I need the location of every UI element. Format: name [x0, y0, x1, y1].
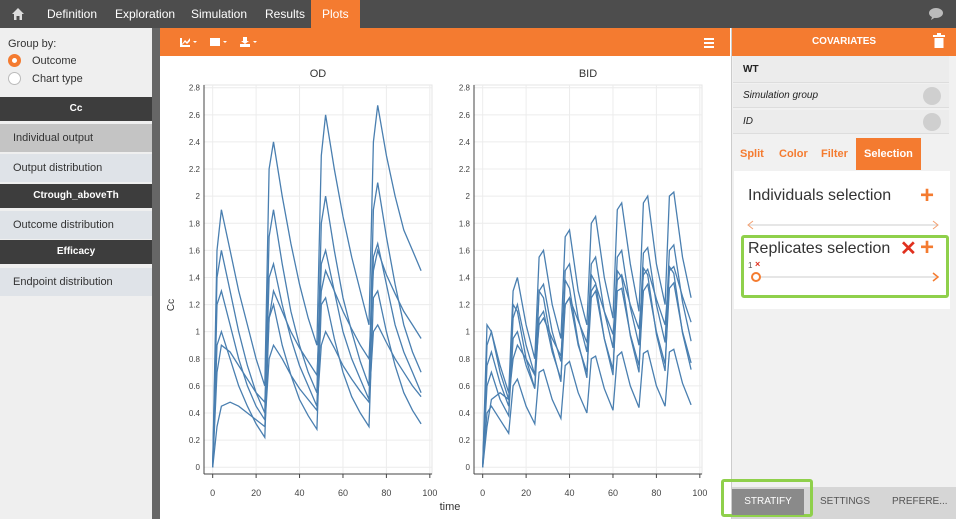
y-tick-label: 0.4 — [189, 409, 201, 418]
radio-selected[interactable] — [8, 54, 21, 67]
nav-tab-active[interactable]: Plots — [311, 0, 360, 28]
x-tick-label: 0 — [480, 488, 485, 498]
top-nav: Definition Exploration Simulation Result… — [0, 0, 956, 28]
section-header: Ctrough_aboveTh — [0, 184, 152, 208]
x-tick-label: 80 — [651, 488, 661, 498]
x-tick-label: 20 — [251, 488, 261, 498]
covariate-row[interactable]: ID — [733, 110, 949, 134]
y-tick-label: 2 — [196, 192, 201, 201]
nav-tab[interactable]: Exploration — [107, 0, 183, 28]
y-tick-label: 1 — [196, 328, 201, 337]
y-tick-label: 1.2 — [459, 301, 471, 310]
y-tick-label: 0.8 — [189, 355, 201, 364]
y-axis-label: Cc — [166, 299, 177, 311]
y-tick-label: 2 — [466, 192, 471, 201]
stratify-tab-active[interactable]: Selection — [856, 138, 921, 170]
nav-tab[interactable]: Simulation — [183, 0, 255, 28]
x-tick-label: 100 — [692, 488, 707, 498]
stratify-tab[interactable]: Color — [779, 138, 808, 170]
covariate-row[interactable]: Simulation group — [733, 84, 949, 108]
nav-tab[interactable]: Results — [257, 0, 313, 28]
x-tick-label: 0 — [210, 488, 215, 498]
y-tick-label: 0 — [466, 463, 471, 472]
home-icon[interactable] — [10, 6, 26, 22]
individuals-selection: Individuals selection — [748, 187, 891, 205]
x-tick-label: 100 — [422, 488, 437, 498]
group-by-label: Group by: — [8, 38, 56, 50]
plot-area: 0 0.2 0.4 0.6 0.8 1 1.2 1.4 1.6 1.8 2 2.2 2.4 2.6 2.8 0… — [160, 56, 730, 519]
scrollbar[interactable] — [152, 28, 160, 519]
y-tick-label: 2.4 — [189, 138, 201, 147]
menu-item[interactable]: Endpoint distribution — [0, 268, 152, 296]
menu-item[interactable]: Outcome distribution — [0, 211, 152, 239]
add-button[interactable]: + — [920, 182, 934, 210]
x-tick-label: 60 — [608, 488, 618, 498]
y-tick-label: 0 — [196, 463, 201, 472]
y-tick-label: 2.8 — [189, 84, 201, 93]
series-line — [483, 267, 691, 468]
series-line — [483, 192, 691, 467]
chart-title: BID — [579, 68, 597, 80]
radio-label[interactable]: Chart type — [32, 73, 83, 85]
stratify-tab[interactable]: Filter — [821, 138, 848, 170]
bottom-tab[interactable]: PREFERE... — [892, 489, 948, 515]
y-tick-label: 1.4 — [189, 273, 201, 282]
replicates-selection: Replicates selection — [748, 240, 890, 258]
y-tick-label: 0.4 — [459, 409, 471, 418]
stratify-tab[interactable]: Split — [740, 138, 764, 170]
menu-item-selected[interactable]: Individual output — [0, 124, 152, 152]
replicates-slider[interactable] — [748, 269, 942, 285]
y-tick-label: 2.6 — [189, 111, 201, 120]
y-tick-label: 2.2 — [459, 165, 471, 174]
x-tick-label: 40 — [295, 488, 305, 498]
radio[interactable] — [8, 72, 21, 85]
tag-remove[interactable]: × — [755, 259, 760, 269]
plot-toolbar — [160, 28, 730, 56]
x-axis-label: time — [440, 501, 461, 513]
menu-item[interactable]: Output distribution — [0, 154, 152, 182]
toolbar-icons — [160, 28, 730, 56]
y-tick-label: 2.8 — [459, 84, 471, 93]
y-tick-label: 2.2 — [189, 165, 201, 174]
radio-label[interactable]: Outcome — [32, 55, 77, 67]
y-tick-label: 1.8 — [189, 219, 201, 228]
y-tick-label: 2.4 — [459, 138, 471, 147]
x-tick-label: 60 — [338, 488, 348, 498]
y-tick-label: 1 — [466, 328, 471, 337]
y-tick-label: 1.6 — [459, 246, 471, 255]
y-tick-label: 1.6 — [189, 246, 201, 255]
y-tick-label: 1.8 — [459, 219, 471, 228]
y-tick-label: 0.8 — [459, 355, 471, 364]
individuals-slider[interactable] — [745, 218, 941, 232]
section-header: Cc — [0, 97, 152, 121]
chat-icon[interactable] — [928, 7, 944, 21]
x-tick-label: 40 — [565, 488, 575, 498]
add-button[interactable]: + — [920, 234, 934, 262]
x-tick-label: 20 — [521, 488, 531, 498]
y-tick-label: 0.6 — [189, 382, 201, 391]
y-tick-label: 0.2 — [459, 436, 471, 445]
bottom-tab-active[interactable]: STRATIFY — [732, 489, 804, 515]
y-tick-label: 1.4 — [459, 273, 471, 282]
section-header: Efficacy — [0, 240, 152, 264]
y-tick-label: 2.6 — [459, 111, 471, 120]
covariate-button[interactable] — [923, 87, 941, 105]
bottom-tab[interactable]: SETTINGS — [820, 489, 870, 515]
y-tick-label: 0.2 — [189, 436, 201, 445]
covariate-button[interactable] — [923, 113, 941, 131]
chart-title: OD — [310, 68, 327, 80]
panel-title: COVARIATES — [732, 28, 956, 56]
trash-icon[interactable] — [932, 33, 946, 49]
y-tick-label: 0.6 — [459, 382, 471, 391]
y-tick-label: 1.2 — [189, 301, 201, 310]
nav-tab[interactable]: Definition — [39, 0, 105, 28]
x-tick-label: 80 — [381, 488, 391, 498]
clear-button[interactable]: ✕ — [900, 236, 917, 261]
covariate-row[interactable]: WT — [733, 56, 949, 83]
